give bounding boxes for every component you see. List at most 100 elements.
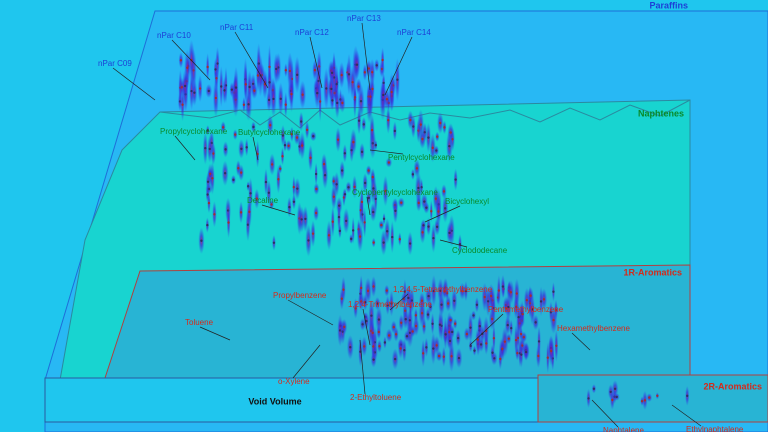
- peak-dot: [208, 147, 211, 151]
- peak-dot: [340, 297, 344, 300]
- region-label: Void Volume: [248, 396, 301, 406]
- pointer: [234, 31, 269, 89]
- peak-dot: [451, 330, 454, 334]
- peak-dot: [347, 186, 350, 189]
- peak-dot: [252, 125, 255, 129]
- peak-dot: [364, 301, 367, 304]
- peak-dot: [387, 118, 390, 122]
- peak-dot: [371, 175, 374, 179]
- peak-dot: [404, 318, 407, 321]
- peak-dot: [367, 169, 370, 172]
- peak-dot: [546, 356, 549, 359]
- peak-dot: [431, 146, 434, 150]
- peak-dot: [359, 99, 363, 103]
- peak-dot: [335, 183, 338, 186]
- compound-label: 2-Ethyltoluene: [350, 393, 402, 402]
- peak-dot: [529, 294, 532, 297]
- peak-dot: [360, 300, 363, 303]
- peak-dot: [501, 285, 505, 288]
- compound-label: nPar C11: [220, 23, 254, 32]
- pointer: [199, 326, 231, 341]
- compound-label: Propylbenzene: [273, 291, 327, 300]
- peak-dot: [315, 187, 318, 191]
- compound-label: Butylcyclohexane: [238, 128, 301, 137]
- peak-dot: [427, 136, 430, 139]
- peak-dot: [396, 78, 399, 81]
- peak-dot: [414, 324, 418, 328]
- peak-dot: [230, 88, 234, 91]
- compound-label: Propylcyclohexane: [160, 127, 228, 136]
- peak-dot: [340, 169, 344, 172]
- peak-dot: [372, 241, 375, 244]
- peak-dot: [336, 138, 340, 141]
- compound-label: Bicyclohexyl: [445, 197, 489, 206]
- peak-dot: [290, 133, 294, 136]
- peak-dot: [207, 89, 210, 93]
- peak-dot: [400, 201, 403, 204]
- compound-label: Ethylnaphtalene: [686, 425, 744, 432]
- peak-dot: [181, 103, 184, 106]
- peak-dot: [492, 336, 496, 340]
- peak-dot: [206, 193, 209, 196]
- peak-dot: [394, 209, 397, 213]
- peak-dot: [435, 344, 438, 347]
- peak-dot: [382, 217, 386, 221]
- peak-dot: [375, 64, 378, 67]
- peak-dot: [422, 325, 426, 328]
- peak-dot: [501, 347, 504, 351]
- compound-label: Cyclopentylcyclohexane: [352, 188, 438, 197]
- peak-dot: [473, 349, 476, 352]
- peak-dot: [446, 302, 450, 305]
- peak-dot: [497, 289, 501, 292]
- peak-dot: [515, 305, 518, 309]
- peak-dot: [247, 103, 250, 106]
- peak-dot: [534, 321, 537, 324]
- peak-dot: [206, 129, 209, 132]
- peak-dot: [611, 398, 614, 402]
- pointer: [361, 22, 371, 91]
- compound-label: Pentamethylbenzene: [488, 305, 564, 314]
- peak-dot: [464, 289, 468, 293]
- peak-dot: [453, 299, 456, 302]
- peak-dot: [439, 121, 442, 125]
- compound-label: 1,2,4,5-Tetramethylbenzene: [393, 285, 493, 294]
- peak-dot: [343, 193, 347, 196]
- peak-dot: [314, 172, 318, 176]
- peak-dot: [255, 197, 258, 200]
- compound-label: o-Xylene: [278, 377, 310, 386]
- peak-dot: [426, 313, 430, 316]
- peak-dot: [439, 289, 442, 292]
- peak-dot: [244, 83, 247, 86]
- peak-dot: [214, 68, 217, 71]
- peak-dot: [343, 152, 347, 155]
- pointer: [384, 36, 413, 96]
- peak-dot: [366, 289, 370, 293]
- peak-dot: [332, 195, 336, 198]
- peak-dot: [438, 323, 442, 326]
- peak-dot: [434, 197, 438, 200]
- peak-dot: [555, 344, 558, 348]
- peak-dot: [476, 338, 480, 341]
- peak-dot: [414, 314, 418, 317]
- peak-dot: [443, 126, 446, 129]
- peak-dot: [338, 204, 341, 207]
- peak-dot: [179, 59, 183, 62]
- peak-dot: [524, 350, 528, 354]
- peak-dot: [435, 149, 438, 152]
- peak-dot: [648, 396, 651, 399]
- peak-dot: [267, 98, 271, 102]
- peak-dot: [390, 90, 393, 94]
- peak-dot: [400, 321, 403, 324]
- peak-dot: [403, 290, 407, 293]
- peak-dot: [360, 150, 364, 154]
- peak-dot: [515, 292, 519, 295]
- peak-dot: [288, 205, 291, 209]
- pointer: [671, 404, 702, 427]
- peak-dot: [253, 89, 256, 92]
- peak-dot: [311, 232, 315, 235]
- peak-dot: [206, 180, 210, 183]
- peak-dot: [448, 144, 451, 148]
- peak-dot: [277, 178, 280, 181]
- compound-label: Decaline: [247, 196, 279, 205]
- peak-dot: [420, 311, 424, 315]
